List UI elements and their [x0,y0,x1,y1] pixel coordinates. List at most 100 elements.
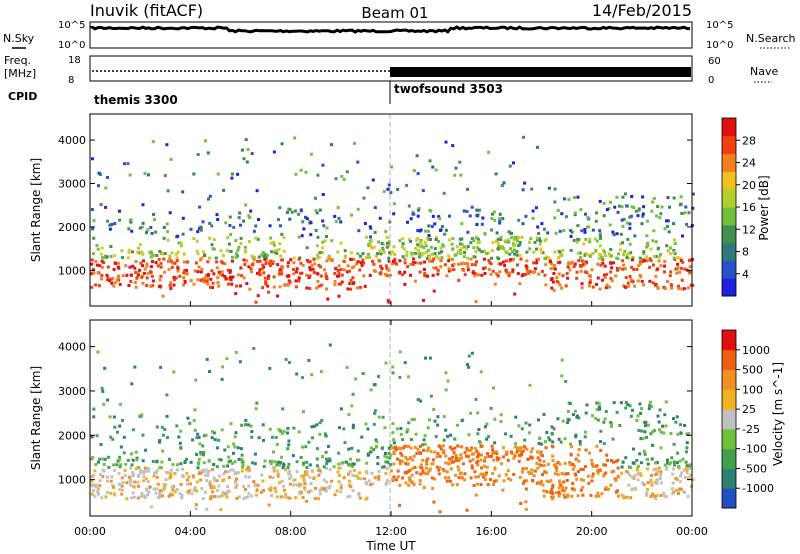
heatmap-cell [126,256,130,260]
heatmap-cell [134,260,138,263]
heatmap-cell [211,490,215,494]
heatmap-cell [689,473,693,477]
heatmap-cell [467,365,471,369]
heatmap-cell [431,486,435,490]
heatmap-cell [295,267,299,271]
heatmap-cell [617,204,621,208]
heatmap-cell [110,222,114,226]
heatmap-cell [372,448,376,451]
heatmap-cell [404,455,408,459]
heatmap-cell [245,160,249,164]
heatmap-cell [310,264,314,268]
heatmap-cell [513,454,517,458]
heatmap-cell [106,475,109,479]
heatmap-cell [302,477,306,481]
heatmap-cell [572,239,576,242]
heatmap-cell [194,507,198,511]
heatmap-cell [390,165,394,169]
heatmap-cell [284,357,288,361]
heatmap-cell [589,278,592,282]
heatmap-cell [196,252,200,256]
nsky-label: N.Sky [3,32,35,45]
heatmap-cell [152,487,156,491]
heatmap-cell [650,473,654,477]
heatmap-cell [656,267,660,271]
heatmap-cell [299,168,303,172]
heatmap-cell [355,474,359,478]
heatmap-cell [192,282,196,286]
heatmap-cell [217,438,221,442]
heatmap-cell [223,448,227,452]
heatmap-cell [356,476,360,480]
heatmap-cell [394,447,397,451]
heatmap-cell [315,457,319,461]
heatmap-cell [165,143,169,147]
heatmap-cell [678,480,682,484]
heatmap-cell [243,245,247,249]
heatmap-cell [193,486,197,489]
heatmap-cell [438,466,441,470]
heatmap-cell [413,465,417,469]
heatmap-cell [663,264,667,268]
heatmap-cell [127,250,131,254]
heatmap-cell [672,256,676,260]
heatmap-cell [312,476,316,480]
heatmap-cell [424,356,427,360]
heatmap-cell [674,488,678,492]
heatmap-cell [557,250,561,253]
heatmap-cell [631,461,635,465]
heatmap-cell [636,414,640,418]
heatmap-cell [573,472,577,476]
colorbar-swatch [722,468,736,489]
heatmap-cell [294,496,298,500]
heatmap-cell [286,426,290,430]
nsky-panel [89,21,693,49]
heatmap-cell [286,264,290,268]
heatmap-cell [669,432,673,435]
heatmap-cell [302,227,306,231]
heatmap-cell [420,253,424,257]
heatmap-cell [500,184,504,188]
heatmap-cell [575,276,579,280]
heatmap-cell [521,222,525,226]
heatmap-cell [248,469,251,472]
heatmap-cell [438,454,442,458]
x-tick-label: 08:00 [275,525,307,538]
heatmap-cell [96,490,100,494]
heatmap-cell [463,273,467,277]
heatmap-cell [346,264,350,268]
heatmap-cell [666,249,670,253]
heatmap-cell [557,437,561,441]
heatmap-cell [100,265,104,269]
heatmap-cell [626,281,630,285]
heatmap-cell [201,444,205,448]
heatmap-cell [249,494,253,498]
heatmap-cell [261,479,265,483]
heatmap-cell [389,273,392,277]
heatmap-cell [523,438,527,442]
heatmap-cell [402,247,406,251]
heatmap-cell [169,286,173,290]
heatmap-cell [523,445,527,449]
heatmap-cell [561,485,565,489]
heatmap-cell [111,483,115,487]
heatmap-cell [226,470,230,473]
heatmap-cell [584,411,588,415]
heatmap-cell [316,469,320,472]
nave-tick-high: 60 [708,56,721,67]
heatmap-cell [590,462,594,466]
heatmap-cell [410,480,414,484]
heatmap-cell [112,468,116,472]
heatmap-cell [268,366,272,370]
heatmap-cell [269,486,273,490]
velocity-colorbar-label: Velocity [m s^-1] [771,362,785,466]
heatmap-cell [316,272,320,276]
heatmap-cell [192,419,196,422]
heatmap-cell [210,243,214,247]
heatmap-cell [465,210,469,213]
heatmap-cell [223,470,227,474]
heatmap-cell [234,431,238,435]
heatmap-cell [220,428,224,432]
heatmap-cell [501,217,505,221]
